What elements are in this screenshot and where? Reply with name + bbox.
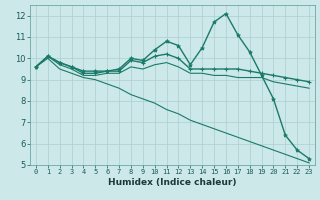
X-axis label: Humidex (Indice chaleur): Humidex (Indice chaleur): [108, 178, 237, 187]
